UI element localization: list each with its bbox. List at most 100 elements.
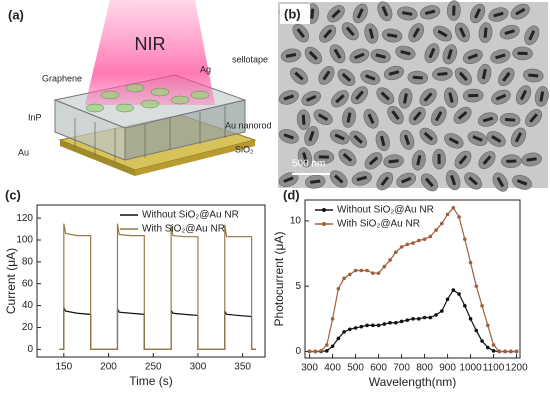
nanoparticle [419, 88, 437, 107]
nanoparticle [381, 28, 403, 43]
series-line [59, 307, 257, 350]
nanoparticle [297, 147, 313, 168]
nanoparticle [499, 112, 521, 127]
x-tick-label: 200 [100, 362, 117, 373]
nanoparticle [525, 108, 543, 128]
rod [318, 113, 329, 122]
x-axis-label: Wavelength(nm) [369, 375, 457, 389]
rod [526, 157, 537, 162]
rod [481, 68, 487, 80]
rod [448, 137, 459, 145]
x-tick-label: 150 [55, 362, 72, 373]
rod [380, 135, 386, 147]
nanoparticle [396, 172, 417, 188]
rod [412, 27, 420, 38]
nanoparticle [524, 25, 540, 46]
rod [519, 89, 528, 101]
rod [365, 74, 376, 81]
x-tick-label: 900 [439, 363, 456, 374]
rod [391, 110, 400, 121]
nanoparticle [364, 152, 383, 170]
nanoparticle [432, 148, 446, 170]
rod [388, 159, 399, 164]
rod [458, 71, 468, 82]
rod [283, 94, 294, 101]
nanoparticle [462, 49, 483, 64]
rod [424, 9, 436, 16]
rod [467, 53, 479, 60]
nanoparticle [454, 22, 470, 43]
rod [482, 116, 494, 123]
rod [435, 111, 443, 122]
y-tick-label: 0 [27, 344, 33, 355]
nanoparticle [442, 44, 458, 65]
rod [356, 8, 364, 19]
x-tick-label: 300 [301, 363, 318, 374]
point [376, 271, 381, 275]
nanoparticle [447, 0, 461, 21]
nanoparticle [510, 127, 527, 148]
nanoparticle [352, 3, 368, 24]
series-line [309, 289, 517, 353]
point [342, 330, 346, 334]
point [422, 237, 427, 241]
x-tick-label: 1100 [483, 363, 505, 374]
nanoparticle [329, 44, 346, 64]
part-label: sellotape [232, 54, 268, 64]
point [319, 349, 323, 353]
rod [380, 91, 391, 101]
rod [355, 90, 364, 100]
panel-label: (a) [8, 7, 24, 22]
point [382, 322, 387, 326]
part-label: Graphene [42, 73, 82, 83]
rod [483, 27, 488, 38]
rod [448, 92, 454, 103]
y-tick-label: 100 [16, 235, 33, 246]
rod [354, 52, 365, 60]
nanoparticle [301, 90, 321, 106]
rod [310, 179, 321, 184]
panel-label-box [280, 4, 310, 24]
rod [283, 133, 295, 140]
point [394, 250, 398, 255]
x-tick-label: 800 [416, 363, 433, 374]
rod [504, 117, 516, 122]
nanoparticle [376, 87, 395, 105]
point [417, 317, 421, 321]
nanoparticle [501, 154, 522, 169]
nanoparticle [398, 88, 413, 109]
nanoparticle [319, 24, 337, 43]
rod [468, 93, 479, 98]
nanoparticle [534, 86, 549, 107]
point [457, 292, 461, 296]
point [509, 349, 513, 354]
point [451, 206, 456, 210]
rod [375, 53, 386, 59]
rod [424, 177, 434, 188]
tem-image [278, 0, 549, 192]
point [365, 268, 369, 273]
y-tick-label: 40 [22, 300, 34, 311]
rod [416, 155, 422, 166]
point [359, 324, 364, 329]
point [348, 327, 352, 332]
nanoparticle [432, 25, 453, 42]
point [514, 349, 519, 354]
nanoparticle [305, 174, 326, 189]
point [491, 343, 496, 347]
rod [301, 114, 306, 125]
nanoparticle [478, 22, 493, 43]
nanoparticle [419, 127, 438, 145]
point [405, 318, 410, 322]
rod [495, 53, 506, 60]
rod [457, 110, 468, 120]
point [330, 317, 335, 321]
x-tick-label: 1200 [505, 363, 528, 374]
rod [450, 174, 457, 186]
rod [388, 70, 400, 76]
x-tick-label: 500 [347, 363, 364, 374]
point [411, 241, 415, 245]
point [451, 288, 456, 292]
nanoparticle [331, 90, 349, 108]
nanoparticle [467, 131, 488, 146]
